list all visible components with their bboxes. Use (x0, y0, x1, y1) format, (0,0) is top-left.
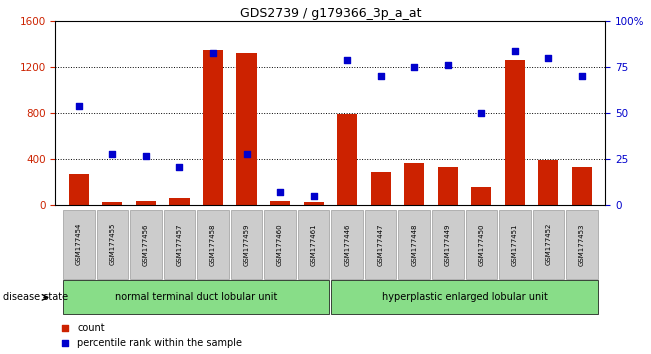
Bar (136, 201, 156, 205)
Text: GSM177448: GSM177448 (411, 223, 417, 266)
FancyBboxPatch shape (398, 210, 430, 279)
Point (309, 193, 319, 199)
Bar (102, 202, 122, 205)
FancyBboxPatch shape (130, 210, 161, 279)
Bar (236, 53, 256, 205)
Bar (203, 50, 223, 205)
Point (476, 110, 486, 116)
Text: GSM177461: GSM177461 (311, 223, 316, 266)
Text: GSM177460: GSM177460 (277, 223, 283, 266)
FancyBboxPatch shape (298, 210, 329, 279)
Text: GSM177457: GSM177457 (176, 223, 182, 266)
FancyBboxPatch shape (432, 210, 464, 279)
FancyBboxPatch shape (63, 280, 329, 314)
Point (409, 64, 419, 70)
Point (242, 151, 252, 156)
Point (342, 57, 352, 63)
Point (577, 74, 587, 79)
Bar (505, 60, 525, 205)
Bar (337, 114, 357, 205)
Point (443, 63, 453, 68)
FancyBboxPatch shape (264, 210, 296, 279)
Point (543, 55, 553, 61)
Bar (303, 202, 324, 205)
Point (107, 151, 118, 156)
Text: GSM177459: GSM177459 (243, 223, 249, 266)
Text: normal terminal duct lobular unit: normal terminal duct lobular unit (115, 292, 277, 302)
Point (74, 103, 84, 109)
Text: GSM177456: GSM177456 (143, 223, 149, 266)
Point (510, 48, 520, 53)
Text: GSM177454: GSM177454 (76, 223, 82, 266)
Bar (69, 174, 89, 205)
Text: GSM177455: GSM177455 (109, 223, 115, 266)
Text: GSM177450: GSM177450 (478, 223, 484, 266)
Text: GSM177451: GSM177451 (512, 223, 518, 266)
Text: GSM177458: GSM177458 (210, 223, 216, 266)
Point (141, 153, 151, 159)
FancyBboxPatch shape (331, 280, 598, 314)
Point (60, 341, 70, 346)
Text: GSM177452: GSM177452 (546, 223, 551, 266)
FancyBboxPatch shape (96, 210, 128, 279)
Text: GSM177447: GSM177447 (378, 223, 383, 266)
Text: GSM177446: GSM177446 (344, 223, 350, 266)
Text: count: count (77, 322, 105, 332)
FancyBboxPatch shape (566, 210, 598, 279)
FancyBboxPatch shape (331, 210, 363, 279)
Bar (538, 160, 559, 205)
Text: GSM177449: GSM177449 (445, 223, 450, 266)
Text: disease state: disease state (3, 292, 68, 302)
Title: GDS2739 / g179366_3p_a_at: GDS2739 / g179366_3p_a_at (240, 7, 421, 20)
FancyBboxPatch shape (533, 210, 564, 279)
Text: GSM177453: GSM177453 (579, 223, 585, 266)
FancyBboxPatch shape (365, 210, 396, 279)
FancyBboxPatch shape (465, 210, 497, 279)
FancyBboxPatch shape (63, 210, 94, 279)
Bar (370, 172, 391, 205)
Point (174, 164, 185, 170)
Bar (572, 167, 592, 205)
Text: hyperplastic enlarged lobular unit: hyperplastic enlarged lobular unit (381, 292, 547, 302)
Bar (471, 188, 492, 205)
FancyBboxPatch shape (499, 210, 531, 279)
Bar (404, 163, 424, 205)
Point (60, 325, 70, 330)
Point (376, 74, 386, 79)
FancyBboxPatch shape (197, 210, 229, 279)
Point (275, 190, 285, 195)
FancyBboxPatch shape (163, 210, 195, 279)
Text: percentile rank within the sample: percentile rank within the sample (77, 338, 242, 348)
Bar (169, 198, 189, 205)
FancyBboxPatch shape (230, 210, 262, 279)
Bar (437, 167, 458, 205)
Point (208, 50, 218, 55)
Bar (270, 201, 290, 205)
